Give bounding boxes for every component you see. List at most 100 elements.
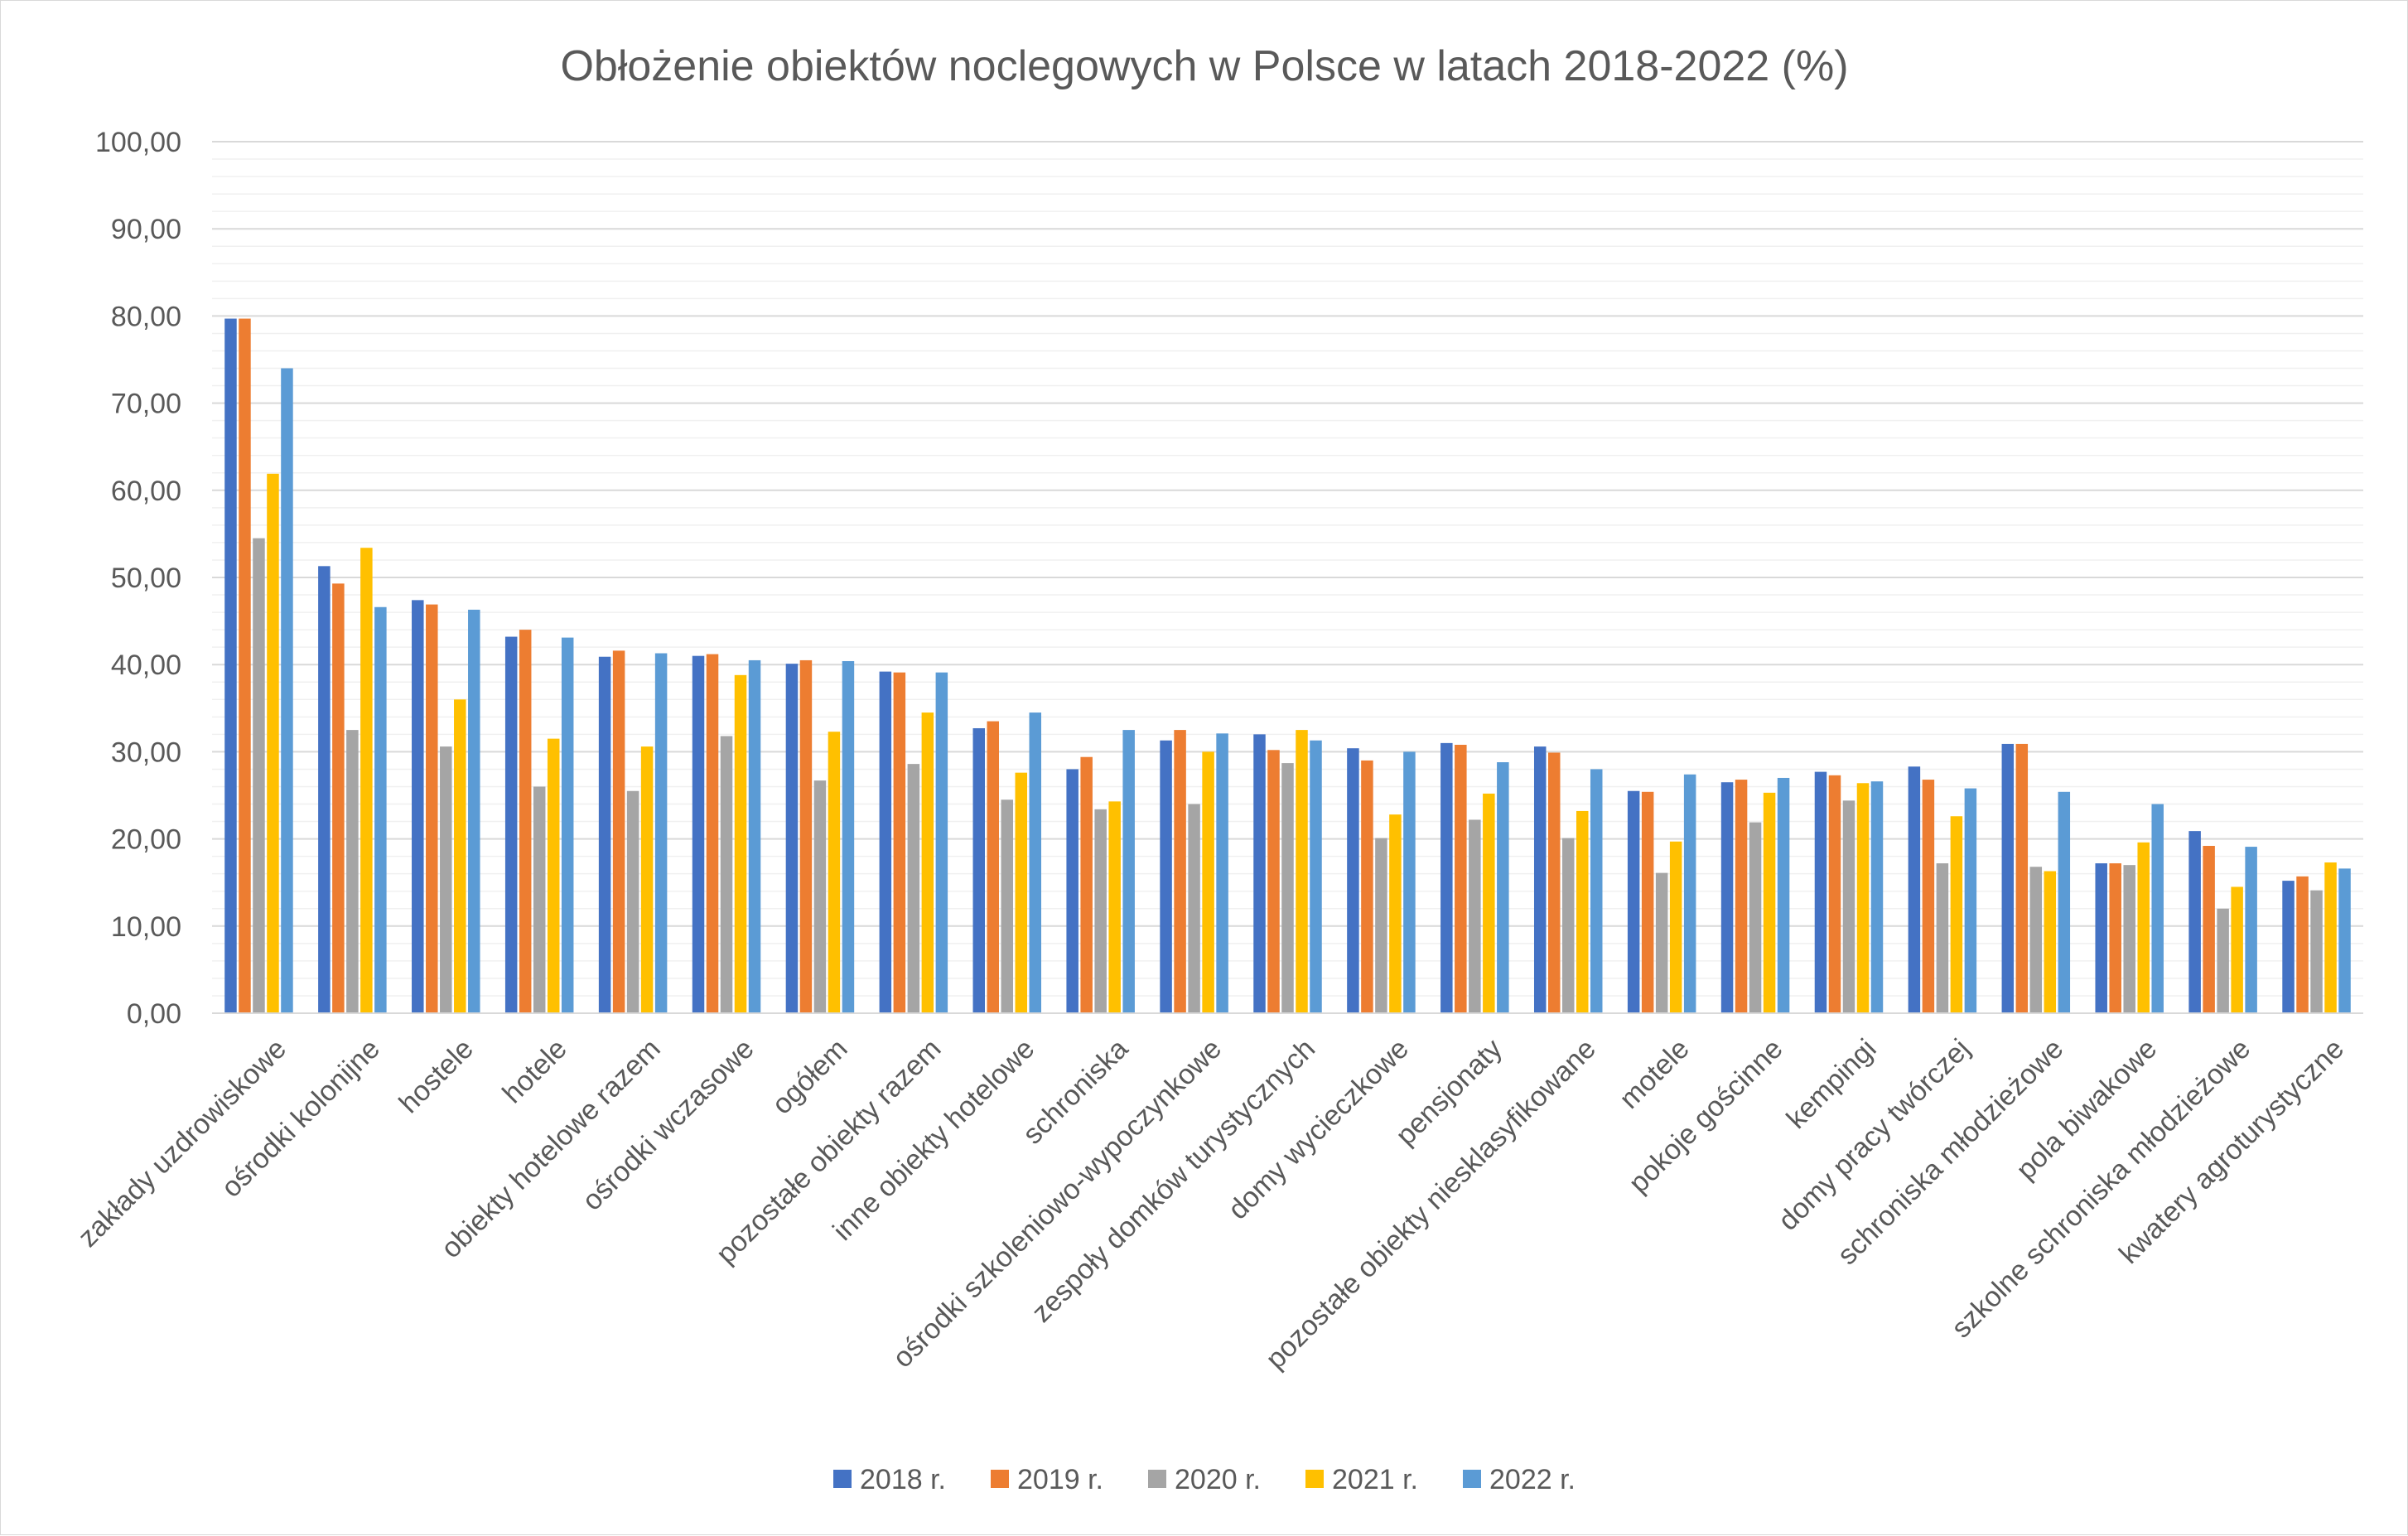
bar-2018-19 (2001, 743, 2015, 1013)
bar-2019-14 (1547, 752, 1561, 1013)
bar-2019-7 (893, 672, 906, 1013)
y-tick-label: 100,00 (95, 127, 181, 158)
bar-2021-12 (1389, 814, 1402, 1013)
y-tick-label: 20,00 (111, 824, 181, 856)
bar-2018-1 (318, 566, 331, 1013)
bar-2022-10 (1216, 733, 1228, 1013)
bar-2020-18 (1936, 863, 1949, 1013)
bar-2021-4 (640, 746, 654, 1013)
bar-2022-5 (748, 659, 761, 1013)
bar-2019-19 (2015, 743, 2029, 1013)
bar-2020-19 (2029, 867, 2043, 1013)
x-category-label: ośrodki wczasowe (577, 1033, 760, 1217)
bar-2018-0 (224, 318, 237, 1013)
legend-swatch (1463, 1470, 1481, 1488)
bar-2021-22 (2324, 862, 2337, 1013)
bar-2022-16 (1777, 777, 1790, 1013)
bar-2019-15 (1641, 791, 1654, 1013)
bar-2020-16 (1749, 822, 1762, 1013)
bar-2021-13 (1483, 793, 1495, 1013)
bar-2022-20 (2151, 804, 2164, 1013)
bar-2019-8 (987, 721, 1000, 1013)
bar-2018-2 (412, 600, 424, 1013)
bar-2022-2 (468, 609, 480, 1013)
bar-2018-8 (972, 727, 986, 1013)
bar-2018-4 (598, 656, 611, 1013)
bar-2018-10 (1160, 740, 1172, 1013)
bar-2020-17 (1842, 800, 1855, 1013)
bar-2022-7 (935, 672, 948, 1013)
bar-2021-6 (828, 732, 841, 1013)
bar-2020-1 (346, 730, 359, 1013)
bar-2018-12 (1347, 748, 1359, 1013)
bar-2021-3 (547, 738, 560, 1013)
bar-2019-17 (1828, 775, 1841, 1013)
bar-2022-0 (281, 368, 293, 1013)
bar-2019-9 (1080, 756, 1093, 1013)
legend-label: 2020 r. (1175, 1464, 1261, 1495)
bar-2020-2 (440, 746, 452, 1013)
y-tick-label: 40,00 (111, 650, 181, 681)
bar-2020-6 (813, 780, 827, 1013)
bar-2022-19 (2058, 791, 2071, 1013)
x-category-label: ośrodki szkoleniowo-wypoczynkowe (887, 1033, 1228, 1374)
bar-2018-3 (504, 636, 518, 1013)
bar-2018-18 (1908, 766, 1921, 1013)
bar-2018-6 (785, 664, 799, 1013)
bar-2020-20 (2123, 865, 2135, 1013)
bar-2022-3 (561, 637, 574, 1013)
y-tick-label: 30,00 (111, 737, 181, 768)
bar-2022-4 (654, 653, 668, 1013)
bar-2021-20 (2137, 842, 2150, 1013)
bar-2022-6 (842, 660, 855, 1013)
bar-2022-18 (1964, 788, 1977, 1013)
bar-2021-2 (454, 699, 466, 1013)
x-category-label: hotele (496, 1033, 572, 1109)
legend-label: 2022 r. (1489, 1464, 1576, 1495)
bar-2022-11 (1310, 740, 1322, 1013)
bar-2021-19 (2044, 871, 2057, 1013)
bar-2020-0 (253, 538, 265, 1013)
x-category-label: ogółem (766, 1033, 854, 1121)
y-tick-label: 80,00 (111, 301, 181, 332)
bar-2019-1 (332, 583, 345, 1013)
bar-2021-1 (360, 548, 373, 1013)
bar-2019-11 (1267, 750, 1280, 1013)
x-category-label: hostele (393, 1033, 480, 1119)
bar-2018-13 (1440, 742, 1453, 1013)
bars (224, 318, 2351, 1013)
x-category-label: domy wycieczkowe (1222, 1033, 1415, 1226)
bar-2022-22 (2338, 868, 2351, 1013)
bar-2018-9 (1066, 769, 1079, 1013)
bar-2019-13 (1455, 744, 1467, 1013)
bar-2020-13 (1469, 819, 1481, 1013)
bar-2022-9 (1122, 730, 1135, 1013)
chart-title: Obłożenie obiektów noclegowych w Polsce … (560, 42, 1848, 90)
bar-2022-21 (2245, 847, 2257, 1013)
bar-2021-0 (267, 473, 279, 1013)
bar-2019-18 (1922, 780, 1935, 1013)
bar-2021-5 (734, 674, 747, 1013)
legend-label: 2019 r. (1017, 1464, 1103, 1495)
bar-2019-5 (706, 654, 719, 1013)
bar-2022-1 (374, 606, 387, 1013)
y-tick-label: 60,00 (111, 476, 181, 507)
bar-2022-12 (1403, 751, 1416, 1013)
bar-2019-3 (519, 630, 532, 1013)
y-tick-label: 90,00 (111, 214, 181, 245)
bar-2020-21 (2217, 908, 2229, 1013)
bar-2021-16 (1763, 792, 1776, 1013)
bar-2021-17 (1856, 783, 1870, 1013)
legend: 2018 r. 2019 r. 2020 r. 2021 r. 2022 r. (833, 1464, 1576, 1495)
bar-2020-15 (1655, 872, 1668, 1013)
x-category-label: pozostałe obiekty niesklasyfikowane (1260, 1033, 1602, 1375)
y-tick-label: 0,00 (127, 998, 181, 1030)
bar-2018-5 (692, 655, 705, 1013)
bar-2019-0 (239, 318, 251, 1013)
bar-2021-8 (1015, 772, 1028, 1013)
bar-2022-17 (1870, 781, 1884, 1013)
bar-2021-14 (1576, 810, 1589, 1013)
